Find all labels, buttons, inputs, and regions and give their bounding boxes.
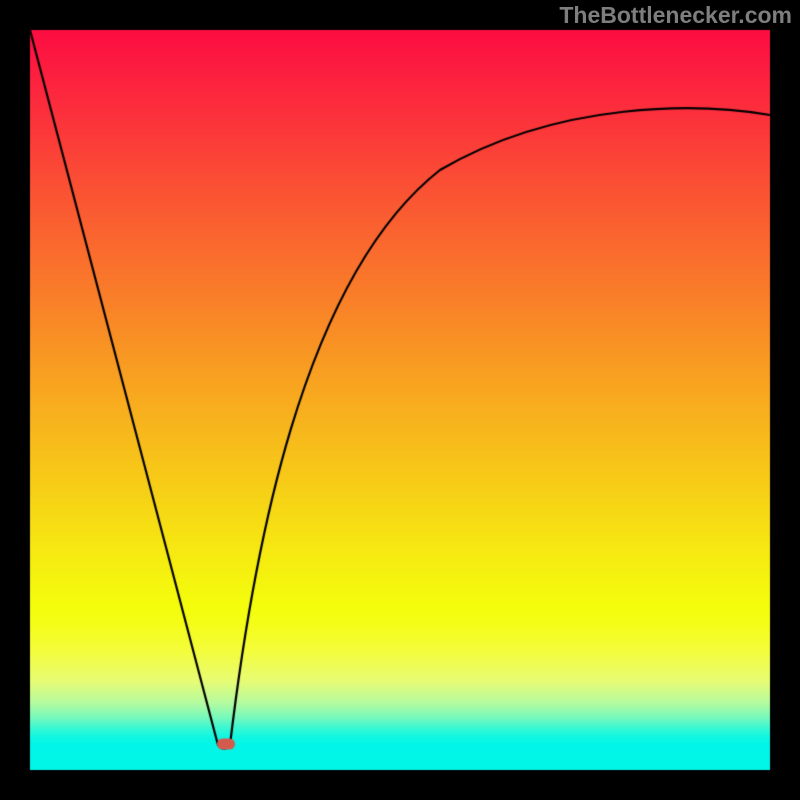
watermark-text: TheBottlenecker.com [559, 2, 792, 29]
bottleneck-curve [0, 0, 800, 800]
chart-stage: TheBottlenecker.com [0, 0, 800, 800]
